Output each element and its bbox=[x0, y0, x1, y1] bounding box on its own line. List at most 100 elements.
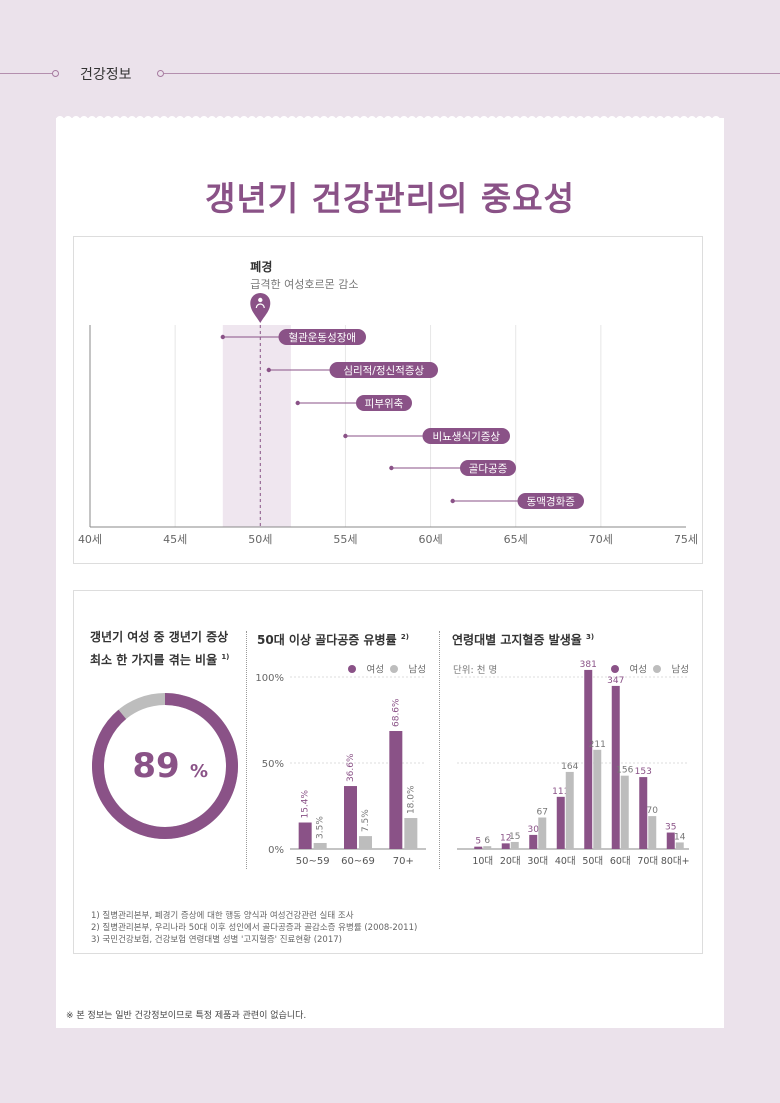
bar bbox=[389, 731, 403, 849]
x-tick-label: 40대 bbox=[555, 856, 576, 867]
timeline-item-label: 비뇨생식기증상 bbox=[432, 431, 500, 443]
bar-value-label: 35 bbox=[665, 823, 676, 833]
bar-value-label: 111 bbox=[552, 787, 569, 797]
x-tick-label: 50대 bbox=[582, 856, 603, 867]
page-title: 갱년기 건강관리의 중요성 bbox=[205, 179, 575, 218]
bar-value-label: 70 bbox=[647, 806, 659, 816]
bar-value-label: 6 bbox=[484, 836, 490, 846]
donut-value: 89 bbox=[132, 746, 179, 786]
y-tick-label: 50% bbox=[262, 759, 284, 770]
header-line-right bbox=[164, 73, 780, 74]
bar bbox=[313, 842, 327, 849]
header-dot-right bbox=[157, 70, 164, 77]
bar-value-label: 67 bbox=[537, 808, 548, 818]
x-tick-label: 10대 bbox=[472, 856, 493, 867]
bar bbox=[675, 842, 684, 849]
divider-2 bbox=[439, 631, 440, 869]
bar-value-label: 211 bbox=[589, 740, 606, 750]
bar bbox=[344, 786, 357, 849]
bar bbox=[556, 796, 565, 849]
bar-value-label: 15.4% bbox=[301, 789, 311, 818]
timeline-item-label: 동맥경화증 bbox=[527, 495, 576, 508]
unit-label: 단위: 천 명 bbox=[453, 664, 497, 676]
timeline-item-label: 혈관운동성장애 bbox=[288, 331, 356, 344]
menopause-label: 폐경 bbox=[250, 259, 272, 274]
bar bbox=[538, 817, 547, 849]
section-title: 건강정보 bbox=[80, 67, 132, 83]
timeline-start-dot bbox=[266, 367, 271, 373]
bar-value-label: 36.6% bbox=[346, 753, 356, 782]
bar-value-label: 3.5% bbox=[316, 816, 326, 839]
x-tick-label: 80대+ bbox=[661, 856, 690, 867]
y-tick-label: 0% bbox=[268, 845, 284, 856]
header-line-left bbox=[0, 73, 54, 74]
timeline-item-label: 심리적/정신적증상 bbox=[343, 365, 424, 377]
bar bbox=[298, 822, 312, 849]
bar-value-label: 12 bbox=[500, 833, 511, 843]
x-tick-label: 20대 bbox=[500, 856, 521, 867]
y-tick-label: 100% bbox=[255, 673, 284, 684]
timeline-age-label: 70세 bbox=[589, 533, 613, 546]
bar-value-label: 381 bbox=[580, 660, 597, 670]
bar bbox=[611, 685, 620, 849]
timeline-pill bbox=[356, 395, 412, 411]
bar bbox=[584, 669, 593, 849]
x-tick-label: 60~69 bbox=[341, 856, 375, 867]
bar-value-label: 164 bbox=[561, 762, 578, 772]
header-dot-left bbox=[52, 70, 59, 77]
legend-label: 여성 bbox=[630, 664, 647, 676]
bar bbox=[593, 749, 602, 849]
osteoporosis-chart: 남성 여성 100% 50% 0% 15.4% 3.5% 50~59 36.6% 7.5% 60~6… bbox=[255, 664, 426, 867]
timeline-age-label: 45세 bbox=[163, 533, 187, 546]
bar bbox=[510, 841, 519, 849]
donut-title: 갱년기 여성 중 갱년기 증상 최소 한 가지를 겪는 비율 1) bbox=[90, 630, 230, 667]
timeline-item-label: 골다공증 bbox=[469, 463, 508, 475]
bar-value-label: 30 bbox=[528, 825, 540, 835]
timeline-age-label: 75세 bbox=[674, 533, 698, 546]
timeline-age-label: 40세 bbox=[78, 533, 102, 546]
legend-swatch bbox=[653, 665, 661, 673]
timeline-pill bbox=[329, 362, 438, 378]
bar-value-label: 5 bbox=[475, 837, 481, 847]
bar bbox=[501, 843, 510, 849]
donut-value-arc bbox=[92, 693, 238, 839]
bar bbox=[474, 846, 483, 849]
legend-label: 남성 bbox=[672, 665, 689, 676]
legend-label: 남성 bbox=[409, 665, 426, 676]
bar bbox=[620, 775, 629, 849]
footnote-3: 3) 국민건강보험, 건강보험 연령대별 성별 '고지혈증' 진료현황 (201… bbox=[91, 935, 342, 945]
location-pin-icon bbox=[250, 293, 271, 323]
timeline-age-label: 60세 bbox=[419, 533, 443, 546]
bar-value-label: 15 bbox=[509, 832, 520, 842]
legend-swatch bbox=[611, 665, 619, 673]
x-tick-label: 30대 bbox=[527, 856, 548, 867]
bar-value-label: 347 bbox=[607, 676, 624, 686]
x-tick-label: 70대 bbox=[637, 856, 658, 867]
menopause-sublabel: 급격한 여성호르몬 감소 bbox=[250, 278, 358, 291]
timeline-pill bbox=[422, 428, 510, 444]
legend-label: 여성 bbox=[367, 664, 384, 676]
timeline-pill bbox=[517, 493, 584, 509]
donut-unit: % bbox=[190, 761, 208, 782]
footnote-2: 2) 질병관리본부, 우리나라 50대 이후 성인에서 골다공증과 골감소증 유… bbox=[91, 923, 418, 933]
bar bbox=[639, 777, 648, 849]
osteoporosis-title: 50대 이상 골다공증 유병률 2) bbox=[257, 633, 409, 647]
timeline-pill bbox=[460, 460, 516, 476]
hyperlipidemia-title: 연령대별 고지혈증 발생율 3) bbox=[452, 633, 595, 647]
bar-value-label: 18.0% bbox=[406, 785, 416, 814]
x-tick-label: 50~59 bbox=[296, 856, 330, 867]
stats-panel: 갱년기 여성 중 갱년기 증상 최소 한 가지를 겪는 비율 1) 89 % 5… bbox=[73, 590, 703, 954]
bar bbox=[666, 832, 675, 849]
bar bbox=[483, 846, 492, 849]
bar-value-label: 14 bbox=[674, 832, 686, 842]
timeline-item-label: 피부위축 bbox=[365, 397, 404, 410]
menopause-band bbox=[222, 325, 291, 527]
x-tick-label: 70+ bbox=[393, 856, 414, 867]
timeline-age-label: 55세 bbox=[333, 533, 357, 546]
bar-value-label: 153 bbox=[635, 767, 652, 777]
disclaimer: ※ 본 정보는 일반 건강정보이므로 특정 제품과 관련이 없습니다. bbox=[66, 1011, 307, 1021]
bar-value-label: 156 bbox=[616, 766, 633, 776]
bar bbox=[404, 818, 418, 849]
legend-swatch bbox=[348, 665, 356, 673]
